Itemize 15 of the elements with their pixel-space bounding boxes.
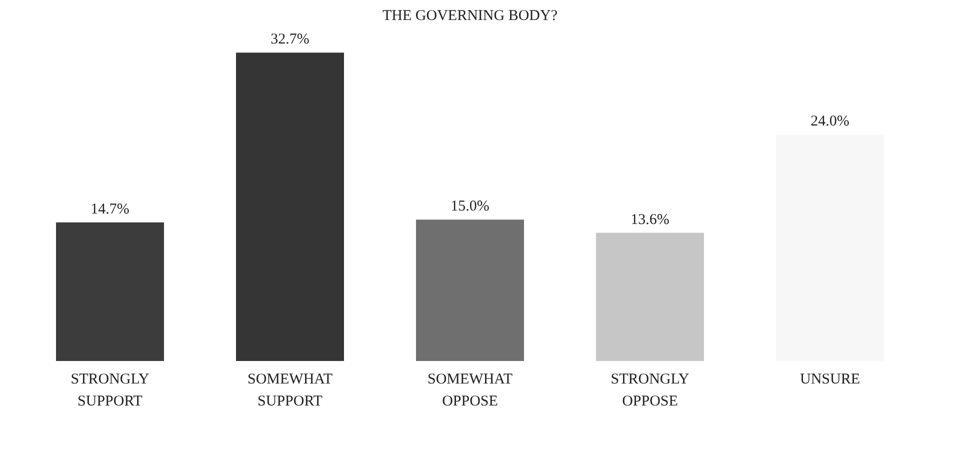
data-label: 24.0% bbox=[810, 114, 850, 130]
data-label: 15.0% bbox=[450, 198, 490, 215]
x-tick-label: STRONGLY SUPPORT bbox=[70, 372, 150, 410]
bar bbox=[416, 220, 524, 361]
data-label: 14.7% bbox=[90, 201, 130, 218]
data-label: 13.6% bbox=[630, 212, 670, 228]
data-label: 32.7% bbox=[270, 32, 310, 48]
x-tick-label: STRONGLY OPPOSE bbox=[610, 372, 690, 410]
bar bbox=[56, 222, 164, 361]
x-tick-label: UNSURE bbox=[800, 372, 860, 388]
chart-title: THE GOVERNING BODY? bbox=[382, 8, 558, 24]
x-tick-label: SOMEWHAT OPPOSE bbox=[428, 372, 512, 410]
x-tick-label: SOMEWHAT SUPPORT bbox=[248, 372, 332, 410]
bar bbox=[596, 232, 704, 361]
bar bbox=[236, 52, 344, 361]
